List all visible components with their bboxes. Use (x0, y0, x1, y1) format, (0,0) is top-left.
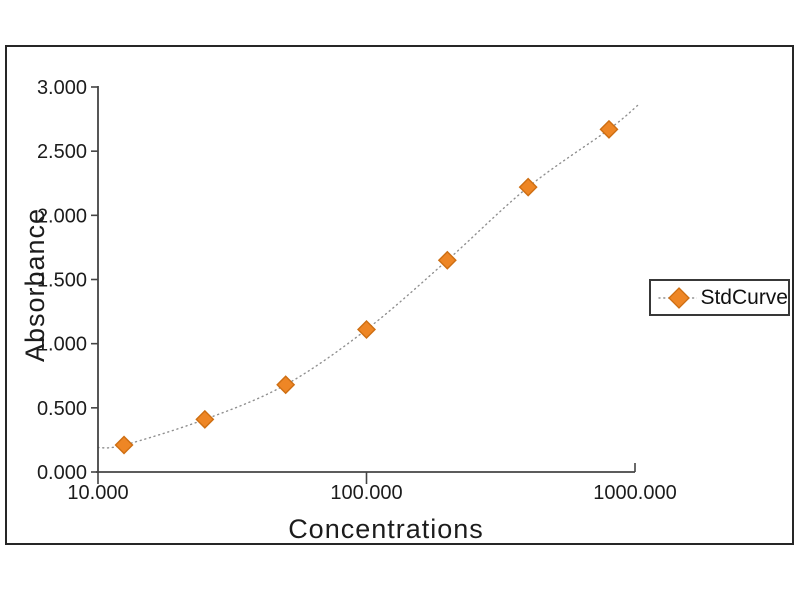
fit-curve-layer (97, 102, 641, 449)
axes-layer: 0.000 0.500 1.000 1.500 2.000 2.500 3.000 10.00… (37, 77, 677, 504)
data-point-marker (114, 435, 134, 455)
x-tick-label: 100.000 (330, 482, 402, 504)
y-axis-title: Absorbance (20, 208, 50, 362)
y-tick-label: 0.000 (37, 462, 87, 484)
y-tick-label: 2.500 (37, 141, 87, 163)
data-point-marker (276, 375, 296, 395)
y-tick-label: 2.000 (37, 205, 87, 227)
data-point-marker (357, 320, 376, 340)
data-point-marker (195, 409, 215, 429)
y-tick-label: 1.500 (37, 270, 87, 292)
legend-label: StdCurve (700, 286, 788, 309)
data-points-layer (114, 119, 619, 455)
data-point-marker (599, 119, 619, 139)
data-point-marker (437, 250, 457, 270)
data-point-marker (518, 177, 538, 197)
x-axis-title: Concentrations (288, 514, 484, 544)
legend: StdCurve (649, 279, 790, 316)
stdcurve-legend-marker-icon (658, 286, 698, 309)
y-tick-label: 3.000 (37, 77, 87, 99)
fit-curve (97, 102, 641, 449)
x-tick-label: 1000.000 (593, 482, 676, 504)
x-tick-label: 10.000 (67, 482, 128, 504)
y-tick-label: 0.500 (37, 398, 87, 420)
y-tick-label: 1.000 (37, 334, 87, 356)
